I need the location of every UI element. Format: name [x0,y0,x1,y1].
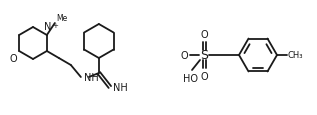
Text: HO: HO [183,73,197,83]
Text: N: N [44,22,52,32]
Text: NH: NH [113,82,128,92]
Text: CH₃: CH₃ [288,51,303,60]
Text: NH: NH [84,72,99,82]
Text: O: O [180,51,188,60]
Text: O: O [200,71,208,81]
Text: S: S [200,49,208,62]
Text: +: + [52,22,58,28]
Text: O: O [10,54,17,63]
Text: O: O [200,30,208,40]
Text: Me: Me [56,14,67,23]
